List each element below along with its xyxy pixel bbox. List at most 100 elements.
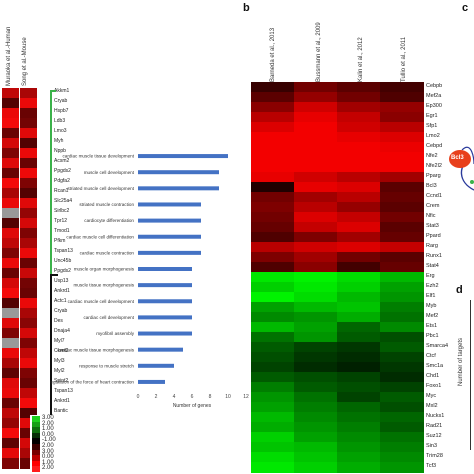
heatmap-a-cell: [20, 358, 37, 369]
bcl3-node: [449, 150, 471, 168]
heatmap-a-cell: [20, 378, 37, 389]
heatmap-a-cell: [20, 218, 37, 229]
gene-label-a: Dnaja4: [54, 328, 70, 334]
gene-label-b: Cebpb: [426, 83, 443, 89]
bar: [138, 218, 201, 223]
heatmap-b-cell: [251, 232, 295, 243]
heatmap-b-cell: [337, 372, 381, 383]
heatmap-a-cell: [20, 108, 37, 119]
heatmap-a-cell: [20, 428, 37, 439]
gene-label-a: Ppgds2: [54, 168, 71, 174]
heatmap-a-cell: [2, 288, 19, 299]
bar-category-label: cardiac muscle tissue morphogenesis: [57, 347, 134, 352]
heatmap-a-cell: [2, 118, 19, 129]
column-label-barneda: Barneda et al., 2013: [270, 27, 276, 82]
legend-label: 1.00: [42, 426, 54, 433]
heatmap-a-cell: [2, 448, 19, 459]
heatmap-b-cell: [251, 162, 295, 173]
heatmap-b-cell: [251, 392, 295, 403]
gene-label-a: Unc45b: [54, 258, 72, 264]
heatmap-a-cell: [2, 398, 19, 409]
heatmap-b-cell: [337, 222, 381, 233]
gene-label-b: Nfe2l2: [426, 163, 442, 169]
heatmap-a-cell: [20, 398, 37, 409]
bar: [138, 379, 165, 384]
heatmap-b-cell: [294, 242, 338, 253]
gene-label-b: Sin3: [426, 443, 438, 449]
bar-category-label: muscle cell development: [84, 170, 135, 175]
heatmap-a-cell: [20, 408, 37, 419]
gene-label-a: Pdgfa2: [54, 178, 70, 184]
color-legend: 3.00 2.00 1.00 0.00 -1.00 2.00 3.00 0.00 1.00 2.0…: [30, 415, 76, 473]
legend-label: 0.00: [42, 431, 54, 438]
legend-swatch: [32, 460, 40, 467]
gene-label-a: Spint2: [54, 378, 69, 384]
gene-label-b: Cebpd: [426, 143, 443, 149]
heatmap-b-cell: [380, 332, 424, 343]
heatmap-b-cell: [251, 192, 295, 203]
heatmap-b-cell: [380, 282, 424, 293]
heatmap-a-cell: [20, 458, 37, 469]
heatmap-b-cell: [380, 312, 424, 323]
x-tick-label: 8: [209, 394, 212, 400]
heatmap-b-cell: [251, 152, 295, 163]
heatmap-b-cell: [294, 82, 338, 93]
heatmap-a-cell: [20, 368, 37, 379]
heatmap-a-cell: [2, 158, 19, 169]
heatmap-a-cell: [2, 98, 19, 109]
gene-label-b: Nfe2: [426, 153, 438, 159]
heatmap-b-cell: [251, 92, 295, 103]
heatmap-b-cell: [294, 352, 338, 363]
heatmap-b-cell: [337, 362, 381, 373]
heatmap-a-cell: [2, 338, 19, 349]
heatmap-b-cell: [337, 272, 381, 283]
heatmap-b-cell: [251, 372, 295, 383]
heatmap-b-cell: [294, 142, 338, 153]
bcl3-node-label: Bcl3: [451, 155, 464, 161]
gene-label-a: Ankrd1: [54, 288, 70, 294]
gene-label-b: Rarg: [426, 243, 438, 249]
gene-label-a: Tmod1: [54, 228, 70, 234]
gene-label-b: Mef2: [426, 313, 439, 319]
heatmap-a-cell: [20, 238, 37, 249]
heatmap-a-cell: [2, 128, 19, 139]
gene-label-a: Ldb3: [54, 118, 66, 124]
gene-label-a: Acsm2: [54, 158, 70, 164]
x-tick-label: 2: [155, 394, 158, 400]
heatmap-b-cell: [337, 332, 381, 343]
heatmap-b-cell: [251, 132, 295, 143]
heatmap-a-cell: [20, 298, 37, 309]
gene-label-b: Foxo1: [426, 383, 442, 389]
bar: [138, 202, 201, 207]
heatmap-a-cell: [20, 278, 37, 289]
heatmap-b-cell: [380, 382, 424, 393]
heatmap-b-cell: [337, 132, 381, 143]
heatmap-b-cell: [380, 112, 424, 123]
gene-label-b: Pparg: [426, 173, 441, 179]
gene-label-b: Ets1: [426, 323, 438, 329]
heatmap-b-cell: [294, 332, 338, 343]
heatmap-a-cell: [20, 448, 37, 459]
legend-swatch: [32, 416, 40, 422]
heatmap-b-cell: [294, 112, 338, 123]
heatmap-b-cell: [337, 442, 381, 453]
heatmap-b-cell: [251, 102, 295, 113]
gene-label-a: Cryab: [54, 308, 68, 314]
heatmap-b-cell: [251, 422, 295, 433]
network-fragment: [460, 146, 474, 191]
heatmap-a-cell: [2, 418, 19, 429]
heatmap-b-cell: [337, 322, 381, 333]
gene-label-a: Actc1: [54, 298, 67, 304]
heatmap-b-cell: [251, 182, 295, 193]
bar-category-label: striated muscle cell development: [67, 186, 134, 191]
heatmap-b-cell: [337, 212, 381, 223]
bar: [138, 283, 192, 288]
heatmap-b-cell: [294, 422, 338, 433]
heatmap-b-cell: [337, 232, 381, 243]
gene-label-b: Ctcf: [426, 353, 436, 359]
heatmap-a-cell: [20, 268, 37, 279]
heatmap-a-cell: [20, 188, 37, 199]
heatmap-b-cell: [380, 212, 424, 223]
bar: [138, 154, 228, 159]
heatmap-b-cell: [380, 242, 424, 253]
